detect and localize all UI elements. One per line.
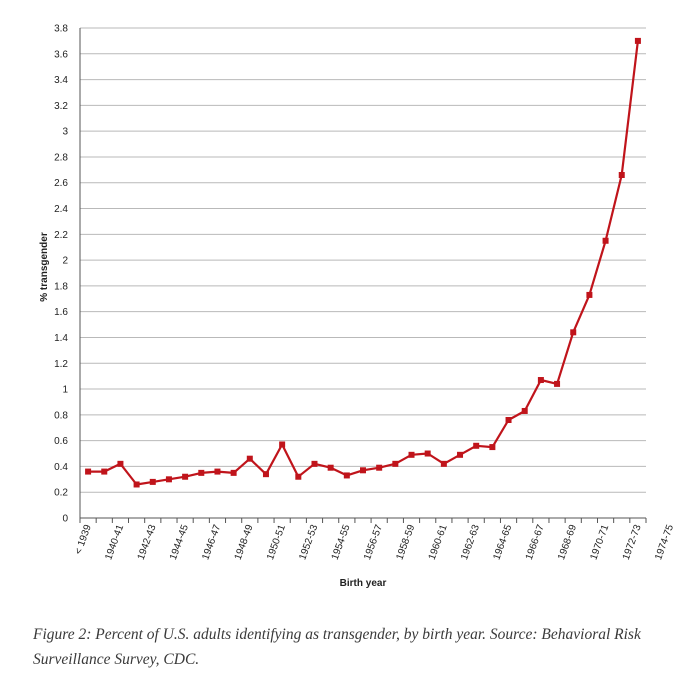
x-tick-label: < 1939	[73, 523, 94, 556]
data-point	[521, 407, 528, 414]
data-point	[133, 481, 140, 488]
y-tick-label: 1.6	[54, 307, 68, 318]
y-tick-label: 3	[62, 127, 68, 138]
y-tick-label: 2.8	[54, 152, 68, 163]
data-point	[198, 469, 205, 476]
data-point	[489, 444, 496, 451]
figure-caption: Figure 2: Percent of U.S. adults identif…	[33, 626, 641, 668]
y-tick-label: 1	[62, 385, 68, 396]
y-tick-label: 0.8	[54, 410, 68, 421]
x-axis-title: Birth year	[340, 578, 387, 589]
data-point	[360, 467, 366, 474]
y-tick-label: 0.6	[54, 436, 68, 447]
x-tick-label: 1970-71	[589, 523, 612, 562]
y-tick-label: 3.2	[54, 101, 68, 112]
x-tick-label: 1950-51	[265, 523, 288, 562]
x-tick-labels: < 1939 1940-41 1942-43 1944-45 1946-47 1948-4…	[73, 523, 674, 562]
data-point	[457, 451, 464, 458]
x-tick-label: 1962-63	[459, 523, 482, 562]
data-point	[149, 478, 156, 485]
data-point	[505, 417, 512, 423]
data-point	[570, 329, 577, 336]
axes	[79, 28, 647, 523]
data-point	[537, 377, 544, 384]
x-tick-label: 1956-57	[362, 523, 385, 562]
line-chart: 0 0.2 0.4 0.6 0.8 1 1.2 1.4 1.6 1.8 2 2.2 2.4 2.6 2.8 3…	[39, 24, 674, 590]
data-point	[101, 468, 108, 475]
y-tick-labels: 0 0.2 0.4 0.6 0.8 1 1.2 1.4 1.6 1.8 2 2.2 2.4 2.6 2.8 3…	[54, 24, 68, 525]
data-point	[392, 460, 399, 467]
y-tick-label: 2	[62, 256, 68, 267]
x-tick-label: 1942-43	[136, 523, 159, 562]
y-tick-label: 3.4	[54, 75, 68, 86]
x-tick-label: 1952-53	[297, 523, 320, 562]
data-series	[85, 37, 641, 488]
data-point	[262, 471, 269, 478]
x-tick-label: 1974-75	[653, 523, 674, 562]
y-tick-label: 3.8	[54, 24, 68, 35]
data-point	[214, 468, 221, 475]
data-point	[424, 450, 431, 457]
y-axis-title: % transgender	[39, 232, 50, 302]
data-point	[376, 464, 383, 471]
series-line	[88, 40, 639, 486]
x-tick-label: 1968-69	[556, 523, 579, 562]
x-tick-label: 1966-67	[524, 523, 547, 562]
x-tick-label: 1960-61	[427, 523, 450, 562]
data-point	[279, 441, 286, 448]
data-point	[586, 291, 593, 298]
data-point	[343, 472, 350, 479]
data-point	[327, 464, 334, 471]
x-tick-label: 1940-41	[103, 523, 126, 562]
data-point	[246, 455, 253, 462]
x-tick-label: 1958-59	[394, 523, 417, 562]
y-tick-label: 2.6	[54, 178, 68, 189]
y-tick-label: 0.4	[54, 462, 68, 473]
x-tick-label: 1954-55	[330, 523, 353, 562]
data-point	[554, 380, 561, 387]
y-tick-label: 0.2	[54, 488, 68, 499]
data-point	[295, 473, 302, 480]
x-tick-label: 1948-49	[233, 523, 256, 562]
data-point	[602, 237, 609, 244]
data-point	[230, 469, 237, 476]
data-point	[165, 476, 172, 483]
data-point	[311, 460, 318, 467]
y-tick-label: 1.4	[54, 333, 68, 344]
y-tick-label: 0	[62, 514, 68, 525]
data-point	[117, 460, 124, 467]
y-tick-label: 2.2	[54, 230, 68, 241]
gridlines	[80, 27, 646, 493]
data-point	[440, 460, 447, 467]
y-tick-label: 1.2	[54, 359, 68, 370]
data-point	[182, 473, 189, 480]
y-tick-label: 2.4	[54, 204, 68, 215]
data-point	[85, 468, 92, 475]
data-point	[618, 172, 625, 178]
data-point	[408, 451, 415, 458]
y-tick-label: 3.6	[54, 49, 68, 60]
data-point	[634, 37, 641, 44]
y-tick-label: 1.8	[54, 281, 68, 292]
x-tick-label: 1964-65	[491, 523, 514, 562]
data-point	[473, 442, 480, 449]
x-tick-label: 1946-47	[200, 523, 223, 562]
x-tick-label: 1944-45	[168, 523, 191, 562]
x-tick-label: 1972-73	[621, 523, 644, 562]
